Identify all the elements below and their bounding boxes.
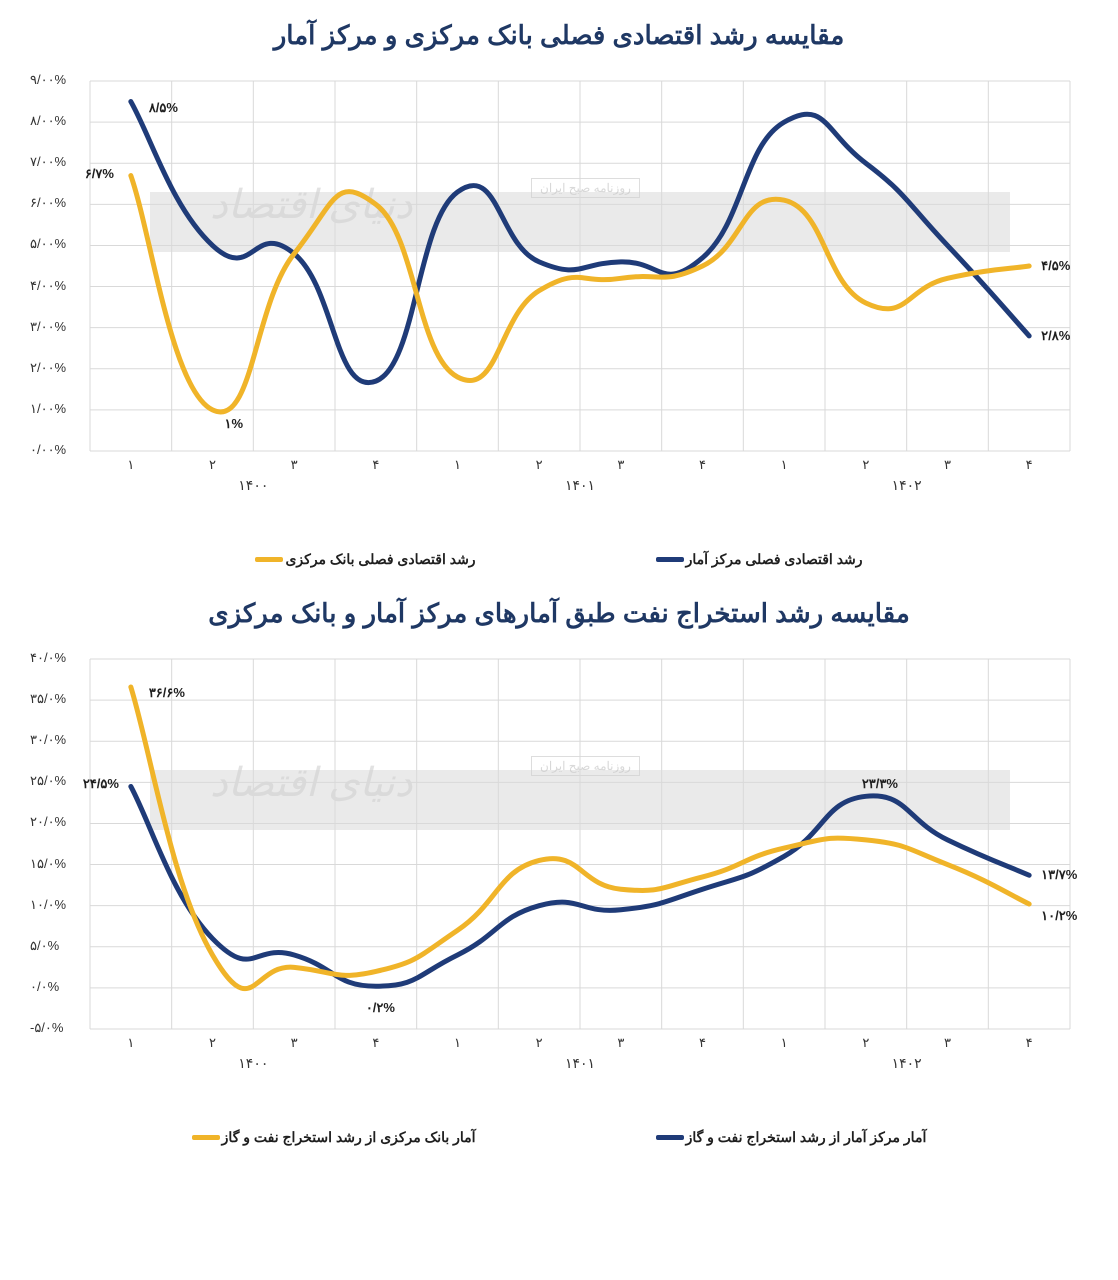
chart-2-legend: آمار مرکز آمار از رشد استخراج نفت و گاز … bbox=[30, 1129, 1088, 1146]
legend-swatch-amar-2 bbox=[656, 1135, 684, 1140]
point-label: ۸/۵% bbox=[149, 100, 178, 116]
chart-1-title: مقایسه رشد اقتصادی فصلی بانک مرکزی و مرک… bbox=[30, 20, 1088, 51]
point-label: ۱% bbox=[225, 416, 244, 432]
point-label: ۳۶/۶% bbox=[149, 685, 185, 701]
chart-svg bbox=[30, 649, 1118, 1079]
legend-item-markazi-2: آمار بانک مرکزی از رشد استخراج نفت و گاز bbox=[192, 1129, 476, 1146]
chart-2-plot: دنیای اقتصادروزنامه صبح ایران-۵/۰%۰/۰%۵/… bbox=[30, 649, 1088, 1079]
chart-1: مقایسه رشد اقتصادی فصلی بانک مرکزی و مرک… bbox=[30, 20, 1088, 568]
point-label: ۱۳/۷% bbox=[1041, 867, 1077, 883]
chart-2-title: مقایسه رشد استخراج نفت طبق آمارهای مرکز … bbox=[30, 598, 1088, 629]
legend-item-amar: رشد اقتصادی فصلی مرکز آمار bbox=[656, 551, 863, 568]
legend-swatch-amar bbox=[656, 557, 684, 562]
legend-swatch-markazi-2 bbox=[192, 1135, 220, 1140]
legend-label-markazi: رشد اقتصادی فصلی بانک مرکزی bbox=[285, 551, 475, 568]
legend-label-amar-2: آمار مرکز آمار از رشد استخراج نفت و گاز bbox=[686, 1129, 927, 1146]
legend-label-markazi-2: آمار بانک مرکزی از رشد استخراج نفت و گاز bbox=[222, 1129, 476, 1146]
legend-swatch-markazi bbox=[255, 557, 283, 562]
point-label: ۲/۸% bbox=[1041, 328, 1070, 344]
legend-item-amar-2: آمار مرکز آمار از رشد استخراج نفت و گاز bbox=[656, 1129, 927, 1146]
point-label: ۴/۵% bbox=[1041, 258, 1070, 274]
point-label: ۱۰/۲% bbox=[1041, 908, 1077, 924]
point-label: ۰/۲% bbox=[366, 1000, 395, 1016]
chart-1-legend: رشد اقتصادی فصلی مرکز آمار رشد اقتصادی ف… bbox=[30, 551, 1088, 568]
point-label: ۶/۷% bbox=[85, 166, 114, 182]
chart-2: مقایسه رشد استخراج نفت طبق آمارهای مرکز … bbox=[30, 598, 1088, 1146]
point-label: ۲۳/۳% bbox=[862, 776, 898, 792]
chart-1-plot: دنیای اقتصادروزنامه صبح ایران۰/۰۰%۱/۰۰%۲… bbox=[30, 71, 1088, 501]
chart-svg bbox=[30, 71, 1118, 501]
point-label: ۲۴/۵% bbox=[83, 776, 119, 792]
legend-item-markazi: رشد اقتصادی فصلی بانک مرکزی bbox=[255, 551, 475, 568]
legend-label-amar: رشد اقتصادی فصلی مرکز آمار bbox=[686, 551, 863, 568]
